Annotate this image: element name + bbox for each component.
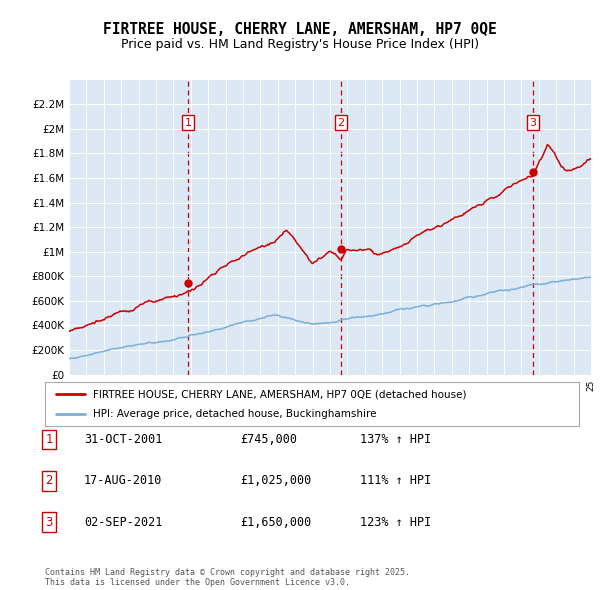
Text: 123% ↑ HPI: 123% ↑ HPI [360,516,431,529]
Text: £1,650,000: £1,650,000 [240,516,311,529]
Text: 137% ↑ HPI: 137% ↑ HPI [360,433,431,446]
Text: HPI: Average price, detached house, Buckinghamshire: HPI: Average price, detached house, Buck… [93,409,377,419]
Text: 17-AUG-2010: 17-AUG-2010 [84,474,163,487]
Text: 2: 2 [337,117,344,127]
Text: Price paid vs. HM Land Registry's House Price Index (HPI): Price paid vs. HM Land Registry's House … [121,38,479,51]
Text: Contains HM Land Registry data © Crown copyright and database right 2025.
This d: Contains HM Land Registry data © Crown c… [45,568,410,587]
Text: 2: 2 [46,474,53,487]
Text: 3: 3 [46,516,53,529]
Text: 1: 1 [46,433,53,446]
Text: 111% ↑ HPI: 111% ↑ HPI [360,474,431,487]
Text: FIRTREE HOUSE, CHERRY LANE, AMERSHAM, HP7 0QE (detached house): FIRTREE HOUSE, CHERRY LANE, AMERSHAM, HP… [93,389,467,399]
Text: £745,000: £745,000 [240,433,297,446]
Text: 31-OCT-2001: 31-OCT-2001 [84,433,163,446]
Text: £1,025,000: £1,025,000 [240,474,311,487]
Text: 02-SEP-2021: 02-SEP-2021 [84,516,163,529]
Text: FIRTREE HOUSE, CHERRY LANE, AMERSHAM, HP7 0QE: FIRTREE HOUSE, CHERRY LANE, AMERSHAM, HP… [103,22,497,37]
Text: 3: 3 [530,117,536,127]
Text: 1: 1 [184,117,191,127]
